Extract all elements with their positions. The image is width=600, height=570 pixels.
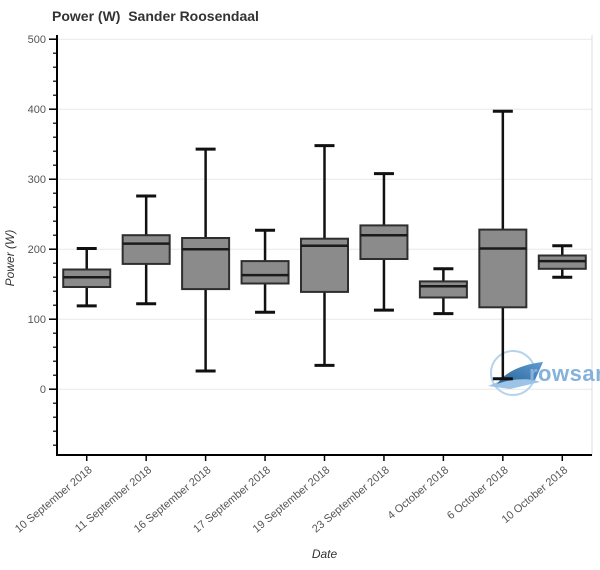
x-tick-label: 6 October 2018 [445,464,511,522]
y-tick-label: 200 [28,244,46,256]
boxplot-box [418,267,468,316]
y-tick-label: 500 [28,34,46,46]
chart-title: Power (W) Sander Roosendaal [52,8,259,24]
y-axis-title: Power (W) [3,230,17,287]
y-tick-label: 0 [40,384,46,396]
iqr-box [300,237,349,293]
boxplot-box [300,144,349,367]
iqr-box [418,280,468,299]
boxplot-box [359,172,409,312]
boxplot-box [478,109,528,381]
watermark-text: rowsan [529,361,600,386]
y-tick-label: 300 [28,174,46,186]
watermark-logo: rowsan [488,350,600,396]
x-tick-label: 4 October 2018 [386,464,452,522]
boxplot-box [537,244,587,279]
iqr-box [478,228,528,309]
iqr-box [181,237,231,291]
boxplot-box [121,194,171,306]
y-tick-label: 100 [28,314,46,326]
iqr-box [240,260,290,285]
boxplot-box [240,228,290,314]
x-axis-title: Date [312,547,338,561]
iqr-box [121,234,171,265]
y-tick-label: 400 [28,104,46,116]
boxplot-box [62,247,112,308]
iqr-box [359,224,409,260]
boxplot-box [181,147,231,373]
